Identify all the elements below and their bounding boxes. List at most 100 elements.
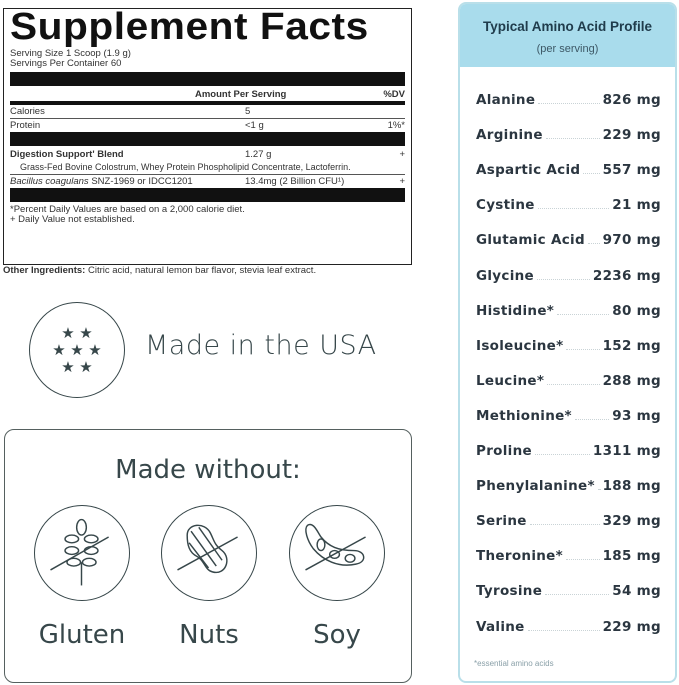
svg-text:★: ★ (61, 358, 74, 376)
dot-leader (557, 313, 610, 315)
dot-leader (529, 524, 600, 526)
amino-value: 288 mg (602, 372, 661, 389)
dot-leader (527, 629, 600, 631)
amino-name: Isoleucine* (476, 337, 564, 354)
dot-leader (545, 594, 610, 596)
amino-value: 2236 mg (592, 267, 661, 284)
footnote: *Percent Daily Values are based on a 2,0… (10, 204, 245, 215)
amino-row: Theronine* 185 mg (476, 548, 661, 564)
divider (10, 101, 405, 105)
amino-subtitle: (per serving) (536, 43, 599, 55)
divider (10, 188, 405, 202)
nutrient-row: Protein <1 g 1%* (10, 120, 405, 131)
amino-row: Isoleucine* 152 mg (476, 338, 661, 354)
dot-leader (574, 418, 610, 420)
divider (10, 132, 405, 146)
amino-row: Valine 229 mg (476, 619, 661, 635)
amino-name: Phenylalanine* (476, 478, 595, 495)
amino-row: Glycine 2236 mg (476, 268, 661, 284)
amount-header: Amount Per Serving (195, 89, 287, 100)
amino-name: Valine (476, 618, 525, 635)
amino-value: 152 mg (602, 337, 661, 354)
dot-leader (597, 489, 600, 491)
amino-value: 229 mg (602, 127, 661, 144)
amino-row: Serine 329 mg (476, 513, 661, 529)
svg-text:★: ★ (70, 341, 83, 359)
amino-acid-panel: Typical Amino Acid Profile (per serving)… (458, 2, 677, 683)
amino-value: 329 mg (602, 513, 661, 530)
amino-value: 1311 mg (592, 443, 661, 459)
nuts-label: Nuts (179, 620, 239, 650)
dot-leader (566, 348, 600, 350)
dot-leader (534, 454, 590, 455)
amino-name: Alanine (476, 92, 536, 108)
amino-row: Aspartic Acid 557 mg (476, 162, 661, 178)
amino-value: 54 mg (612, 583, 661, 600)
amino-row: Histidine* 80 mg (476, 303, 661, 319)
divider (10, 72, 405, 86)
nutrient-row: Calories 5 (10, 105, 405, 119)
amino-title: Typical Amino Acid Profile (482, 19, 653, 34)
amino-name: Leucine* (476, 372, 545, 389)
amino-row: Methionine* 93 mg (476, 408, 661, 424)
made-in-usa-label: Made in the USA (145, 330, 377, 361)
supplement-facts-panel: Supplement Facts Serving Size 1 Scoop (1… (3, 7, 412, 265)
wheat-icon (34, 505, 130, 601)
amino-row: Cystine 21 mg (476, 197, 661, 213)
blend-row: Digestion Support' Blend 1.27 g + (10, 149, 405, 160)
dot-leader (583, 173, 600, 175)
amino-row: Phenylalanine* 188 mg (476, 478, 661, 494)
amino-name: Cystine (476, 197, 535, 214)
dv-header: %DV (383, 89, 405, 100)
amino-row: Leucine* 288 mg (476, 373, 661, 389)
amino-value: 21 mg (612, 197, 661, 214)
amino-header: Typical Amino Acid Profile (per serving) (460, 4, 675, 67)
amino-name: Proline (476, 443, 532, 459)
servings-per-container: Servings Per Container 60 (10, 58, 122, 69)
svg-text:★: ★ (79, 358, 92, 376)
amino-name: Serine (476, 513, 527, 530)
blend-ingredients: Grass-Fed Bovine Colostrum, Whey Protein… (10, 161, 405, 175)
gluten-label: Gluten (38, 620, 126, 650)
svg-text:★: ★ (88, 341, 101, 359)
amino-value: 229 mg (602, 618, 661, 635)
amino-name: Histidine* (476, 302, 555, 319)
footnote: + Daily Value not established. (10, 214, 135, 225)
serving-size: Serving Size 1 Scoop (1.9 g) (10, 48, 131, 59)
dot-leader (545, 138, 600, 140)
amino-value: 185 mg (602, 548, 661, 565)
dot-leader (547, 383, 600, 385)
facts-title: Supplement Facts (10, 6, 369, 48)
amino-name: Arginine (476, 127, 543, 144)
svg-text:★: ★ (79, 324, 92, 342)
dot-leader (537, 278, 590, 280)
svg-text:★: ★ (61, 324, 74, 342)
amino-value: 188 mg (602, 478, 661, 495)
amino-row: Proline 1311 mg (476, 443, 661, 459)
dot-leader (538, 103, 600, 104)
soy-label: Soy (313, 620, 361, 650)
amino-name: Theronine* (476, 548, 563, 565)
peanut-icon (161, 505, 257, 601)
amino-value: 93 mg (612, 407, 661, 424)
amino-name: Methionine* (476, 407, 572, 424)
amino-name: Glycine (476, 267, 535, 284)
amino-name: Aspartic Acid (476, 162, 581, 179)
made-without-panel: Made without: Gluten Nuts Soy (4, 429, 412, 683)
amino-name: Glutamic Acid (476, 232, 585, 249)
amino-footnote: *essential amino acids (474, 659, 554, 668)
dot-leader (565, 559, 600, 561)
amino-row: Arginine 229 mg (476, 127, 661, 143)
amino-row: Alanine 826 mg (476, 92, 661, 108)
made-without-title: Made without: (115, 455, 301, 485)
amino-value: 826 mg (602, 92, 661, 108)
svg-text:★: ★ (52, 341, 65, 359)
amino-value: 970 mg (602, 232, 661, 249)
amino-name: Tyrosine (476, 583, 543, 600)
dot-leader (587, 243, 600, 245)
amino-row: Glutamic Acid 970 mg (476, 232, 661, 248)
stars-icon: ★ ★ ★ ★ ★ ★ ★ (29, 302, 125, 398)
amino-row: Tyrosine 54 mg (476, 583, 661, 599)
amino-value: 557 mg (602, 162, 661, 179)
dot-leader (537, 208, 610, 210)
